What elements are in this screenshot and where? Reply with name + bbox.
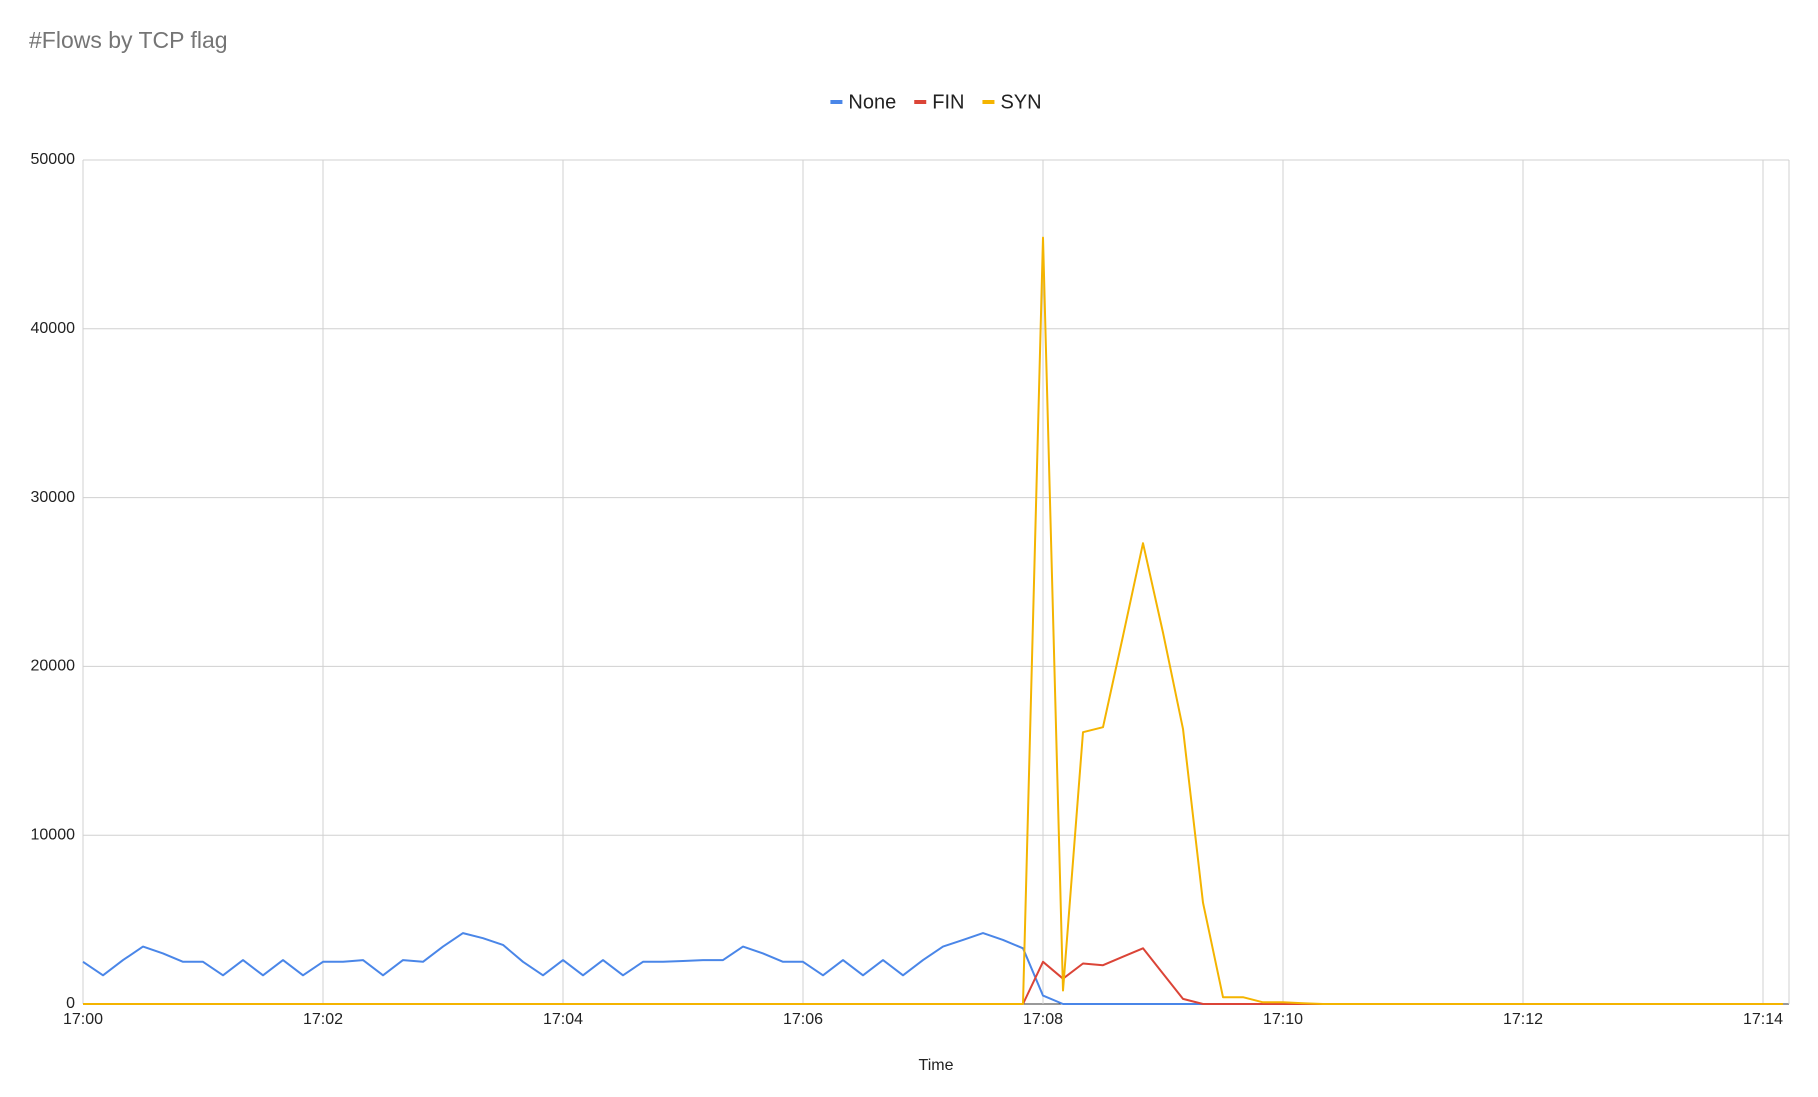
x-tick-label: 17:10: [1263, 1011, 1303, 1028]
x-tick-label: 17:14: [1743, 1011, 1783, 1028]
x-tick-label: 17:06: [783, 1011, 823, 1028]
series-line: [83, 947, 1783, 1005]
chart-title: #Flows by TCP flag: [29, 27, 228, 53]
y-tick-label: 30000: [31, 489, 76, 506]
y-tick-label: 40000: [31, 320, 76, 337]
legend-swatch: [914, 100, 927, 104]
y-tick-label: 0: [66, 995, 75, 1012]
x-tick-label: 17:08: [1023, 1011, 1063, 1028]
x-tick-label: 17:02: [303, 1011, 343, 1028]
x-tick-label: 17:12: [1503, 1011, 1543, 1028]
legend-swatch: [982, 100, 995, 104]
x-tick-label: 17:00: [63, 1011, 103, 1028]
y-tick-label: 20000: [31, 658, 76, 675]
legend: None FIN SYN: [830, 91, 1042, 113]
series-line: [83, 236, 1783, 1005]
legend-label: FIN: [932, 91, 964, 113]
x-axis-label: Time: [919, 1057, 954, 1074]
legend-label: None: [848, 91, 896, 113]
y-tick-label: 50000: [31, 151, 76, 168]
legend-swatch: [830, 100, 843, 104]
series-line: [82, 932, 1783, 1005]
x-tick-label: 17:04: [543, 1011, 583, 1028]
y-tick-label: 10000: [31, 826, 76, 843]
legend-label: SYN: [1000, 91, 1041, 113]
